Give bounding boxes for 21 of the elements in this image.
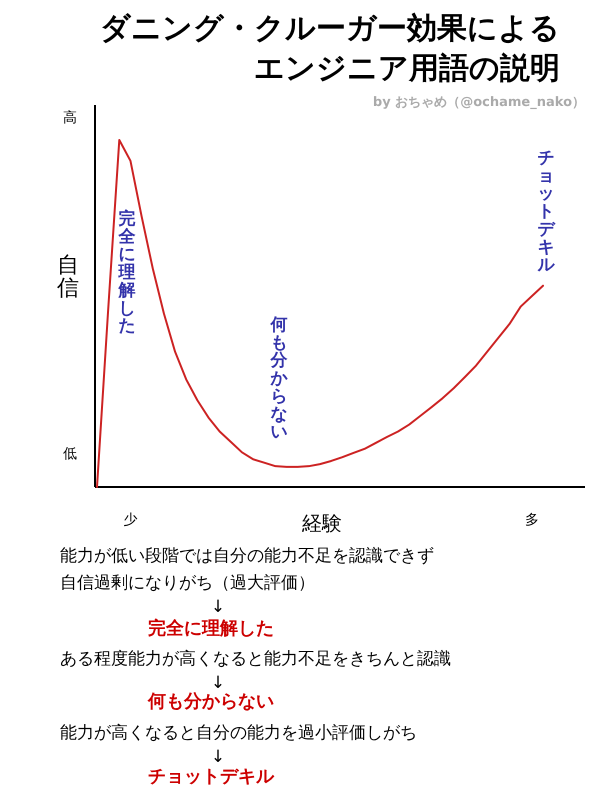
text: 低 (63, 446, 77, 462)
chart-subtitle: by おちゃめ（@ochame_nako） (372, 95, 585, 110)
annotation: 何も分からない (270, 315, 288, 442)
text: ある程度能力が高くなると能力不足をきちんと認識 (60, 649, 451, 669)
text: ↓ (210, 747, 226, 767)
annotation: チョットデキル (536, 148, 556, 276)
text: 高 (63, 110, 77, 126)
x-tick-label: 少 (123, 512, 138, 528)
text: 何も分からない (147, 691, 274, 712)
x-axis-title: 経験 (301, 511, 342, 535)
text: チョットデキル (148, 766, 275, 787)
text: 自信過剰になりがち（過大評価） (60, 573, 315, 593)
text: ↓ (210, 673, 226, 693)
x-tick-label: 多 (524, 512, 539, 528)
text: 能力が高くなると自分の能力を過小評価しがち (60, 723, 417, 743)
text: ↓ (210, 597, 226, 617)
annotation: 完全に理解した (118, 209, 136, 336)
y-axis-title: 自信 (57, 253, 79, 302)
text: 完全に理解した (148, 618, 274, 639)
text: 能力が低い段階では自分の能力不足を認識できず (60, 546, 434, 566)
chart-title: ダニング・クルーガー効果によるエンジニア用語の説明 (100, 11, 560, 86)
